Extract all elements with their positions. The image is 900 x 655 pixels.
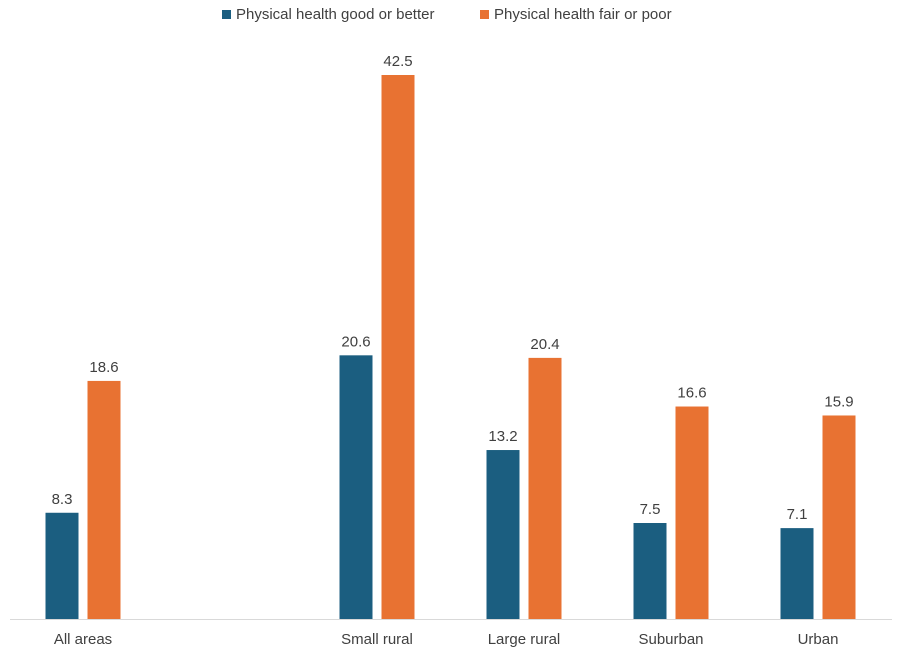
- bar-urban-good: [780, 528, 814, 619]
- bar-suburban-fair-poor: [675, 406, 709, 619]
- data-label-suburban-fair-poor: 16.6: [677, 385, 706, 402]
- legend-item-good: Physical health good or better: [222, 6, 434, 23]
- legend-item-fair-poor: Physical health fair or poor: [480, 6, 672, 23]
- x-tick-label-all-areas: All areas: [54, 631, 112, 648]
- legend-label-fair-poor: Physical health fair or poor: [494, 6, 672, 23]
- data-label-suburban-good: 7.5: [640, 501, 661, 518]
- bar-all-areas-fair-poor: [87, 380, 121, 619]
- data-label-all-areas-good: 8.3: [52, 491, 73, 508]
- legend-label-good: Physical health good or better: [236, 6, 435, 23]
- data-label-small-rural-good: 20.6: [341, 333, 370, 350]
- data-label-urban-good: 7.1: [787, 506, 808, 523]
- data-label-small-rural-fair-poor: 42.5: [383, 53, 412, 70]
- x-tick-label-large-rural: Large rural: [488, 631, 561, 648]
- bar-suburban-good: [633, 523, 667, 619]
- bar-large-rural-fair-poor: [528, 357, 562, 619]
- bar-all-areas-good: [45, 512, 79, 619]
- x-tick-label-suburban: Suburban: [638, 631, 703, 648]
- legend: Physical health good or better Physical …: [0, 6, 900, 26]
- bar-large-rural-good: [486, 450, 520, 619]
- data-label-large-rural-good: 13.2: [488, 428, 517, 445]
- data-label-large-rural-fair-poor: 20.4: [530, 336, 559, 353]
- x-tick-label-urban: Urban: [798, 631, 839, 648]
- bar-urban-fair-poor: [822, 415, 856, 619]
- legend-swatch-good: [222, 10, 231, 19]
- legend-swatch-fair-poor: [480, 10, 489, 19]
- bar-small-rural-good: [339, 355, 373, 619]
- data-label-all-areas-fair-poor: 18.6: [89, 359, 118, 376]
- x-tick-label-small-rural: Small rural: [341, 631, 413, 648]
- data-label-urban-fair-poor: 15.9: [824, 393, 853, 410]
- bar-small-rural-fair-poor: [381, 75, 415, 619]
